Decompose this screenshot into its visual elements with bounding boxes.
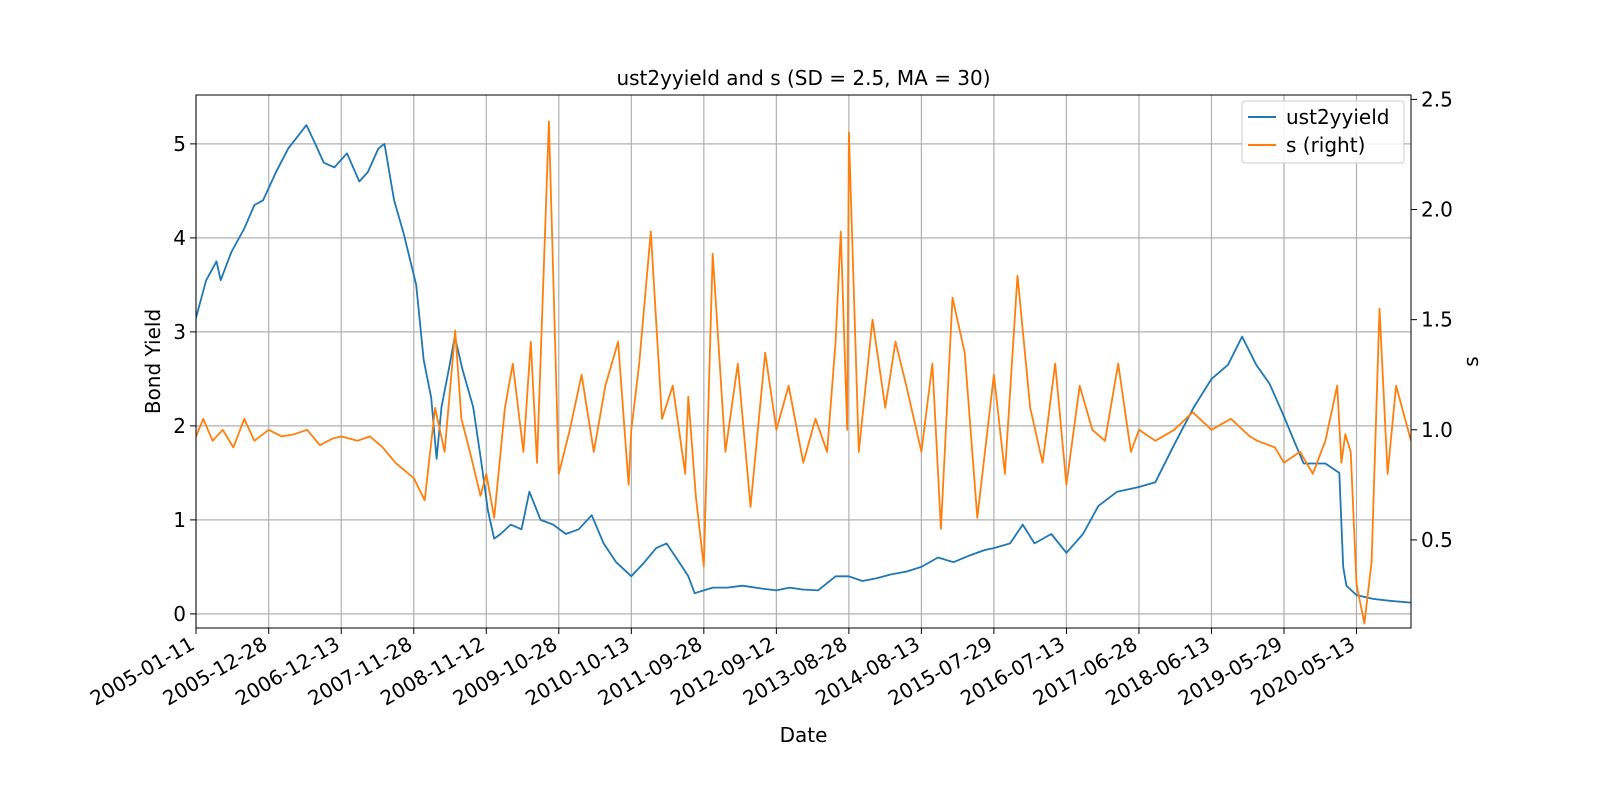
chart-title: ust2yyield and s (SD = 2.5, MA = 30) <box>616 66 990 90</box>
x-axis-label: Date <box>780 723 828 747</box>
x-axis: 2005-01-112005-12-282006-12-132007-11-28… <box>86 628 1359 710</box>
y-tick-label-right: 0.5 <box>1421 528 1453 552</box>
plot-frame <box>195 94 1412 629</box>
y-tick-label-right: 2.5 <box>1421 87 1453 111</box>
legend-label: ust2yyield <box>1286 105 1389 129</box>
y-tick-label-right: 2.0 <box>1421 198 1453 222</box>
y-axis-label-right: s <box>1459 356 1483 366</box>
legend-box <box>1241 100 1405 164</box>
y-tick-label-left: 5 <box>173 132 186 156</box>
y-axis-label-left: Bond Yield <box>141 309 165 414</box>
grid-lines <box>195 95 1411 628</box>
y-tick-label-left: 4 <box>173 226 186 250</box>
y-tick-label-right: 1.0 <box>1421 418 1453 442</box>
legend: ust2yyield s (right) <box>1241 100 1405 164</box>
series-line-s-right <box>196 120 1411 625</box>
plot-lines <box>196 120 1411 625</box>
y-tick-label-left: 3 <box>173 320 186 344</box>
y-tick-label-left: 1 <box>173 508 186 532</box>
y-axis-right: 0.5 1.0 1.5 2.0 2.5 <box>1411 87 1453 552</box>
y-axis-left: 0 1 2 3 4 5 <box>173 132 196 626</box>
y-tick-label-left: 0 <box>173 602 186 626</box>
y-tick-label-left: 2 <box>173 414 186 438</box>
y-tick-label-right: 1.5 <box>1421 308 1453 332</box>
series-line-ust2yyield <box>196 124 1411 604</box>
legend-label: s (right) <box>1286 133 1365 157</box>
